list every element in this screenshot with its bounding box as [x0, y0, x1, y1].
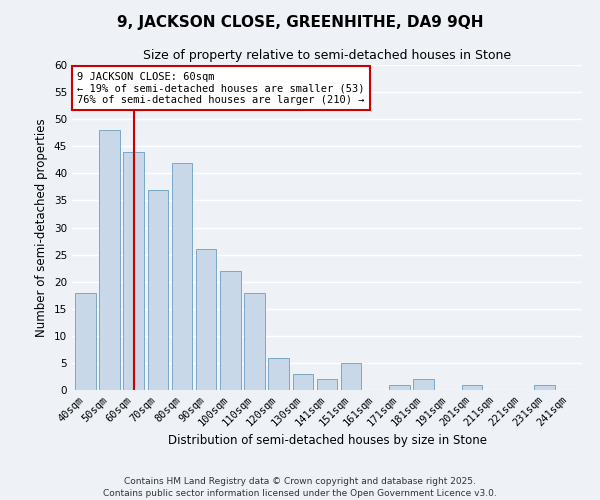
- Bar: [99, 130, 120, 390]
- Bar: [413, 379, 434, 390]
- Bar: [341, 363, 361, 390]
- Text: 9 JACKSON CLOSE: 60sqm
← 19% of semi-detached houses are smaller (53)
76% of sem: 9 JACKSON CLOSE: 60sqm ← 19% of semi-det…: [77, 72, 365, 104]
- Bar: [389, 384, 410, 390]
- Bar: [75, 292, 95, 390]
- X-axis label: Distribution of semi-detached houses by size in Stone: Distribution of semi-detached houses by …: [167, 434, 487, 447]
- Bar: [534, 384, 555, 390]
- Bar: [268, 358, 289, 390]
- Bar: [148, 190, 168, 390]
- Bar: [317, 379, 337, 390]
- Text: 9, JACKSON CLOSE, GREENHITHE, DA9 9QH: 9, JACKSON CLOSE, GREENHITHE, DA9 9QH: [117, 15, 483, 30]
- Bar: [196, 249, 217, 390]
- Y-axis label: Number of semi-detached properties: Number of semi-detached properties: [35, 118, 49, 337]
- Bar: [220, 271, 241, 390]
- Bar: [244, 292, 265, 390]
- Text: Contains HM Land Registry data © Crown copyright and database right 2025.
Contai: Contains HM Land Registry data © Crown c…: [103, 476, 497, 498]
- Bar: [293, 374, 313, 390]
- Bar: [172, 162, 192, 390]
- Title: Size of property relative to semi-detached houses in Stone: Size of property relative to semi-detach…: [143, 50, 511, 62]
- Bar: [124, 152, 144, 390]
- Bar: [462, 384, 482, 390]
